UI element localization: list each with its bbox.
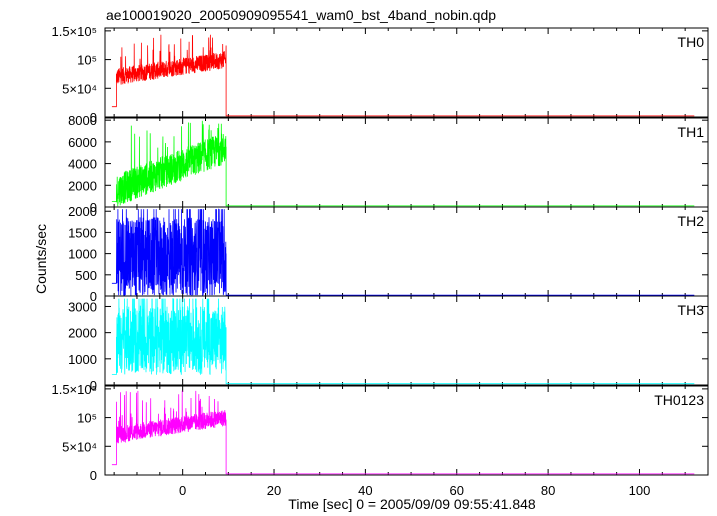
y-tick-label: 10⁵: [77, 411, 97, 426]
series-th2: [112, 209, 694, 296]
panels-group: 0 5×10⁴ 10⁵ 1.5×10⁵ TH0 0 2000 4000 6000 8000 TH1 0…: [51, 24, 708, 498]
panel-frame: [105, 28, 708, 117]
panel-th0123: 0 5×10⁴ 10⁵ 1.5×10⁵ TH0123: [51, 382, 708, 483]
y-tick-label: 1500: [68, 225, 97, 240]
y-tick-label: 500: [75, 268, 97, 283]
x-tick-label: 100: [629, 483, 651, 498]
y-tick-label: 1000: [68, 247, 97, 262]
panel-label: TH0123: [654, 392, 704, 408]
y-tick-label: 1.5×10⁵: [51, 382, 97, 397]
series-th3: [112, 299, 694, 384]
series-th0123: [112, 391, 694, 474]
y-tick-label: 5×10⁴: [62, 81, 97, 96]
y-tick-label: 3000: [68, 299, 97, 314]
panel-label: TH2: [678, 213, 705, 229]
y-tick-label: 8000: [68, 113, 97, 128]
y-tick-label: 2000: [68, 204, 97, 219]
series-th0: [112, 35, 694, 116]
y-tick-label: 2000: [68, 326, 97, 341]
x-axis-label: Time [sec] 0 = 2005/09/09 09:55:41.848: [288, 496, 536, 512]
y-tick-label: 5×10⁴: [62, 439, 97, 454]
x-tick-label: 0: [179, 483, 186, 498]
y-tick-label: 1.5×10⁵: [51, 24, 97, 39]
y-tick-label: 1000: [68, 352, 97, 367]
y-tick-label: 4000: [68, 157, 97, 172]
y-axis-label: Counts/sec: [33, 224, 49, 294]
panel-label: TH1: [678, 124, 705, 140]
y-tick-label: 2000: [68, 178, 97, 193]
series-th1: [112, 121, 694, 207]
y-tick-label: 10⁵: [77, 53, 97, 68]
y-tick-label: 6000: [68, 135, 97, 150]
panel-label: TH0: [678, 34, 705, 50]
x-tick-label: 80: [541, 483, 555, 498]
chart-title: ae100019020_20050909095541_wam0_bst_4ban…: [106, 7, 496, 23]
panel-label: TH3: [678, 302, 705, 318]
y-tick-label: 0: [90, 468, 97, 483]
x-tick-label: 20: [267, 483, 281, 498]
